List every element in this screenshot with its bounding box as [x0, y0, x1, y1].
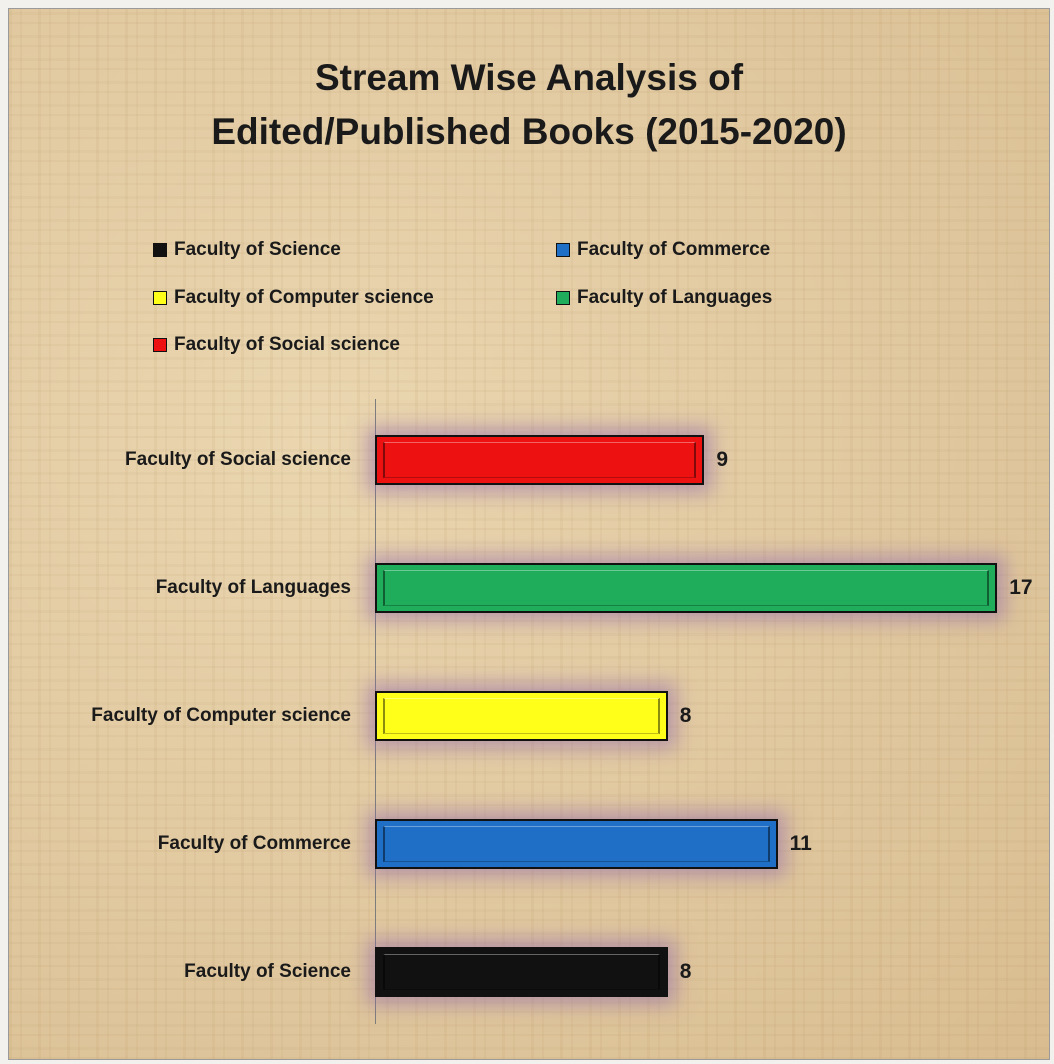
legend-swatch-social-science [153, 338, 167, 352]
value-label-faculty-of-social-science: 9 [716, 448, 729, 471]
bar-faculty-of-computer-science [375, 691, 668, 741]
value-label-faculty-of-science: 8 [679, 960, 692, 983]
category-label-faculty-of-social-science: Faculty of Social science [125, 449, 351, 470]
bar-faculty-of-languages [375, 563, 998, 613]
category-label-faculty-of-science: Faculty of Science [184, 961, 351, 982]
bar-faculty-of-social-science [375, 435, 705, 485]
legend-label-languages: Faculty of Languages [577, 287, 773, 308]
chart-title-line-2: Edited/Published Books (2015-2020) [211, 111, 847, 152]
chart-title-line-1: Stream Wise Analysis of [314, 57, 744, 98]
category-label-faculty-of-commerce: Faculty of Commerce [157, 833, 351, 854]
legend-item-computer-science: Faculty of Computer science [153, 287, 434, 309]
value-label-faculty-of-languages: 17 [1009, 576, 1033, 599]
value-label-faculty-of-commerce: 11 [789, 832, 812, 855]
bar-faculty-of-science [375, 947, 668, 997]
legend-item-science: Faculty of Science [153, 239, 341, 261]
chart-title: Stream Wise Analysis of Edited/Published… [9, 51, 1049, 159]
legend-label-commerce: Faculty of Commerce [577, 239, 771, 260]
legend-swatch-computer-science [153, 291, 167, 305]
legend-item-languages: Faculty of Languages [556, 287, 772, 309]
legend-item-social-science: Faculty of Social science [153, 334, 400, 356]
bar-faculty-of-commerce [375, 819, 778, 869]
category-label-faculty-of-languages: Faculty of Languages [155, 577, 351, 598]
legend-swatch-science [153, 243, 167, 257]
category-label-faculty-of-computer-science: Faculty of Computer science [91, 705, 351, 726]
value-label-faculty-of-computer-science: 8 [679, 704, 692, 727]
legend-label-science: Faculty of Science [174, 239, 341, 260]
legend-swatch-commerce [556, 243, 570, 257]
legend-label-computer-science: Faculty of Computer science [174, 287, 434, 308]
legend-label-social-science: Faculty of Social science [174, 334, 400, 355]
legend-item-commerce: Faculty of Commerce [556, 239, 770, 261]
chart-frame: Stream Wise Analysis of Edited/Published… [8, 8, 1050, 1060]
legend-swatch-languages [556, 291, 570, 305]
